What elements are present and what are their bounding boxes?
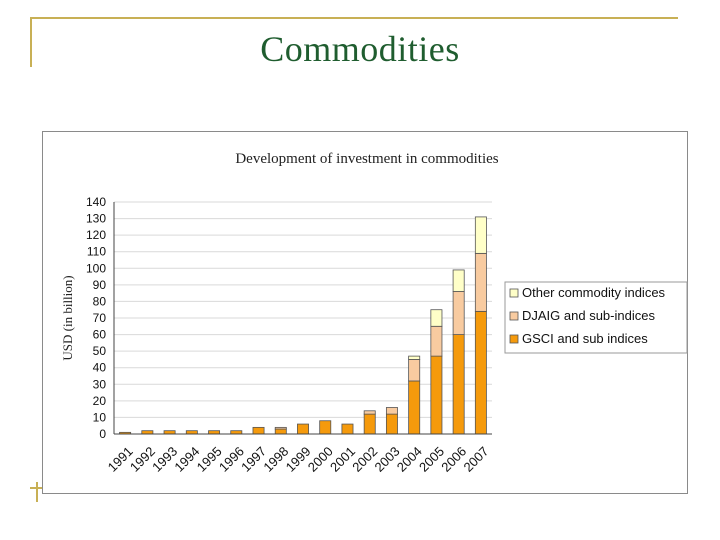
axes (113, 202, 492, 435)
bar-segment (474, 310, 487, 435)
bar-segment (385, 407, 398, 415)
y-tick-label: 100 (86, 261, 106, 275)
bar-segment (474, 252, 487, 312)
chart-title: Development of investment in commodities (235, 151, 498, 167)
y-tick-label: 120 (86, 228, 106, 242)
bar-segment (252, 426, 265, 435)
legend-swatch (509, 311, 519, 321)
gridlines (114, 201, 492, 418)
bar-segment (363, 413, 376, 435)
bar-segment (452, 334, 465, 435)
y-tick-label: 10 (93, 410, 107, 424)
y-tick-labels: 0 10 20 30 40 50 60 70 80 90 100 110 120 130 140 (86, 195, 106, 441)
y-axis-label: USD (in billion) (60, 275, 75, 360)
y-tick-label: 140 (86, 195, 106, 209)
bar-segment (363, 410, 376, 415)
bar-segment (341, 423, 354, 435)
bar-segment (408, 380, 421, 435)
bar-segment (297, 423, 309, 435)
x-tick-label: 2007 (460, 444, 491, 475)
y-tick-label: 50 (93, 344, 107, 358)
frame-left-rule (30, 17, 32, 67)
bar-segment (452, 269, 465, 292)
legend-swatch (509, 334, 519, 344)
legend-label: DJAIG and sub-indices (522, 308, 655, 323)
bar-segment (474, 216, 487, 254)
bar-segment (274, 428, 287, 435)
bar-segment (408, 359, 421, 382)
bar-segment (319, 420, 332, 435)
frame-top-rule (30, 17, 678, 19)
bars (119, 216, 487, 435)
y-tick-label: 80 (93, 294, 107, 308)
y-tick-label: 60 (93, 328, 107, 342)
legend-swatch (509, 288, 519, 298)
bar-segment (430, 355, 443, 435)
bar-segment (430, 325, 443, 357)
y-tick-label: 130 (86, 212, 106, 226)
y-tick-label: 110 (87, 245, 106, 259)
bar-segment (385, 413, 398, 435)
y-tick-label: 30 (93, 377, 107, 391)
frame-bottom-tick (30, 487, 44, 489)
x-tick-labels: 1991199219931994199519961997199819992000… (105, 444, 492, 475)
y-tick-label: 0 (99, 427, 106, 441)
legend-box (504, 281, 688, 354)
bar-segment (452, 291, 465, 335)
y-tick-label: 70 (93, 311, 107, 325)
frame-left-lower-rule (36, 482, 38, 502)
y-tick-label: 20 (93, 394, 107, 408)
bar-segment (430, 309, 443, 327)
legend: Other commodity indices DJAIG and sub-ind… (504, 281, 688, 354)
y-tick-label: 40 (93, 361, 107, 375)
legend-label: Other commodity indices (522, 285, 666, 300)
slide-title: Commodities (260, 29, 460, 69)
bar-segment (408, 355, 421, 360)
y-tick-label: 90 (93, 278, 107, 292)
legend-label: GSCI and sub indices (522, 331, 648, 346)
bar-segment (274, 426, 287, 430)
